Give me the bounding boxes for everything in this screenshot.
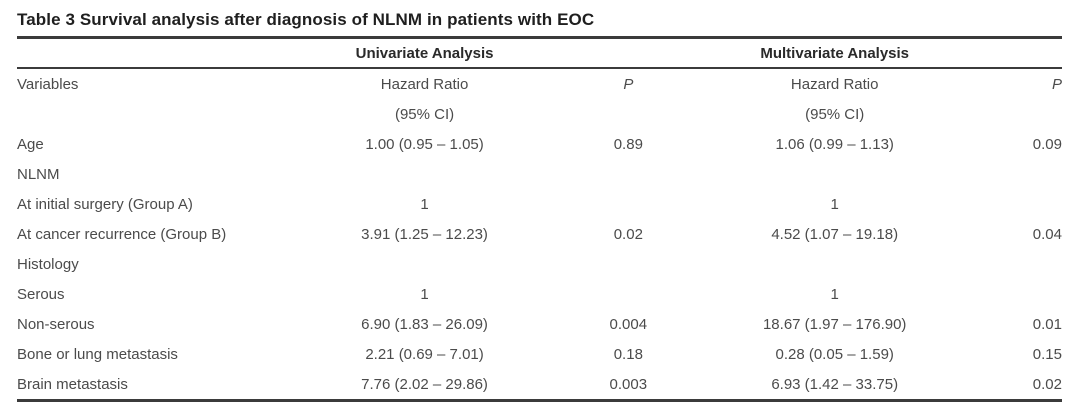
multi-p-cell: 0.09 xyxy=(1032,135,1062,153)
uni-hazard-ratio-cell: 1 xyxy=(420,195,429,213)
table-head: Univariate Analysis Multivariate Analysi… xyxy=(17,39,1062,129)
ci-subheader-spacer xyxy=(17,99,320,129)
uni-p-cell xyxy=(529,249,728,279)
table-row: Histology xyxy=(17,249,1062,279)
table-row: Serous 1 1 xyxy=(17,279,1062,309)
group-header-row: Univariate Analysis Multivariate Analysi… xyxy=(17,39,1062,68)
multi-p-cell: 0.01 xyxy=(1032,315,1062,333)
variable-cell: Histology xyxy=(17,255,79,273)
uni-p-cell xyxy=(529,159,728,189)
variable-cell: Non-serous xyxy=(17,315,95,333)
variable-cell: Serous xyxy=(17,285,65,303)
multi-p-cell xyxy=(942,159,1062,189)
variable-cell: At cancer recurrence (Group B) xyxy=(17,225,227,243)
multi-hazard-ratio-cell: 18.67 (1.97 – 176.90) xyxy=(762,315,907,333)
group-header-spacer xyxy=(529,39,728,68)
uni-p-cell xyxy=(529,189,728,219)
multi-p-cell xyxy=(942,279,1062,309)
column-subheader-uni-ci: (95% CI) xyxy=(394,105,455,123)
multi-p-cell: 0.04 xyxy=(1032,225,1062,243)
multi-hazard-ratio-cell: 1.06 (0.99 – 1.13) xyxy=(775,135,894,153)
column-header-multi-p: P xyxy=(1051,75,1062,93)
column-subheader-multi-ci: (95% CI) xyxy=(805,105,865,123)
ci-subheader-row: (95% CI) (95% CI) xyxy=(17,99,1062,129)
variable-cell: At initial surgery (Group A) xyxy=(17,195,193,213)
multi-hazard-ratio-cell: 1 xyxy=(830,285,839,303)
ci-subheader-spacer xyxy=(529,99,728,129)
column-header-variables: Variables xyxy=(17,75,79,93)
uni-p-cell: 0.89 xyxy=(613,135,643,153)
table-row: At cancer recurrence (Group B) 3.91 (1.25… xyxy=(17,219,1062,249)
table-body: Age 1.00 (0.95 – 1.05) 0.89 1.06 (0.99 – 1.… xyxy=(17,129,1062,401)
table-row: Age 1.00 (0.95 – 1.05) 0.89 1.06 (0.99 – 1.… xyxy=(17,129,1062,159)
group-header-univariate: Univariate Analysis xyxy=(355,44,494,62)
uni-hazard-ratio-cell: 2.21 (0.69 – 7.01) xyxy=(365,345,484,363)
survival-analysis-table: Univariate Analysis Multivariate Analysi… xyxy=(17,39,1062,402)
uni-p-cell: 0.004 xyxy=(609,315,648,333)
multi-hazard-ratio-cell xyxy=(728,159,942,189)
uni-p-cell: 0.18 xyxy=(613,345,643,363)
multi-hazard-ratio-cell xyxy=(728,249,942,279)
table-row: Brain metastasis 7.76 (2.02 – 29.86) 0.003… xyxy=(17,369,1062,401)
table-row: Non-serous 6.90 (1.83 – 26.09) 0.004 18.67 … xyxy=(17,309,1062,339)
uni-hazard-ratio-cell: 7.76 (2.02 – 29.86) xyxy=(361,375,488,393)
multi-p-cell xyxy=(942,249,1062,279)
column-header-uni-p: P xyxy=(623,75,634,93)
multi-hazard-ratio-cell: 0.28 (0.05 – 1.59) xyxy=(775,345,894,363)
uni-hazard-ratio-cell: 1.00 (0.95 – 1.05) xyxy=(365,135,484,153)
variable-cell: Age xyxy=(17,135,44,153)
multi-hazard-ratio-cell: 4.52 (1.07 – 19.18) xyxy=(771,225,899,243)
table-row: At initial surgery (Group A) 1 1 xyxy=(17,189,1062,219)
multi-p-cell xyxy=(942,189,1062,219)
table-caption: Table 3 Survival analysis after diagnosi… xyxy=(17,10,1062,39)
uni-p-cell: 0.02 xyxy=(613,225,643,243)
table-row: NLNM xyxy=(17,159,1062,189)
variable-cell: Bone or lung metastasis xyxy=(17,345,178,363)
group-header-multivariate: Multivariate Analysis xyxy=(760,44,910,62)
multi-hazard-ratio-cell: 1 xyxy=(830,195,839,213)
variable-cell: NLNM xyxy=(17,165,60,183)
multi-p-cell: 0.15 xyxy=(1032,345,1062,363)
column-header-multi-hazard-ratio: Hazard Ratio xyxy=(790,75,879,93)
uni-p-cell xyxy=(529,279,728,309)
group-header-spacer xyxy=(942,39,1062,68)
uni-hazard-ratio-cell: 3.91 (1.25 – 12.23) xyxy=(361,225,488,243)
ci-subheader-spacer xyxy=(942,99,1062,129)
uni-hazard-ratio-cell: 1 xyxy=(420,285,429,303)
multi-p-cell: 0.02 xyxy=(1032,375,1062,393)
multi-hazard-ratio-cell: 6.93 (1.42 – 33.75) xyxy=(771,375,899,393)
table-row: Bone or lung metastasis 2.21 (0.69 – 7.01… xyxy=(17,339,1062,369)
uni-hazard-ratio-cell: 6.90 (1.83 – 26.09) xyxy=(361,315,488,333)
variable-cell: Brain metastasis xyxy=(17,375,128,393)
group-header-spacer xyxy=(17,39,320,68)
column-header-uni-hazard-ratio: Hazard Ratio xyxy=(380,75,469,93)
uni-p-cell: 0.003 xyxy=(609,375,648,393)
uni-hazard-ratio-cell xyxy=(320,159,529,189)
uni-hazard-ratio-cell xyxy=(320,249,529,279)
column-header-row: Variables Hazard Ratio P Hazard Ratio P xyxy=(17,68,1062,99)
